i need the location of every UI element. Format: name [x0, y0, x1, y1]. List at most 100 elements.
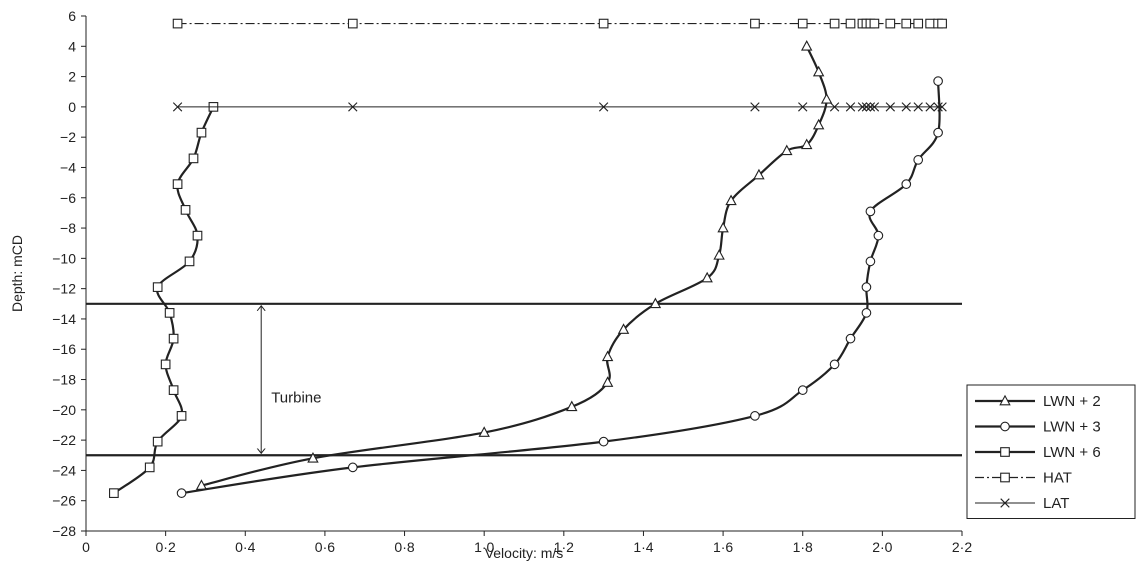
legend: LWN + 2 LWN + 3 LWN + 6 HAT LAT: [966, 384, 1136, 519]
data-point-triangle: [713, 249, 725, 260]
series-hat: [172, 18, 947, 29]
y-tick-label: −28: [52, 523, 76, 539]
x-tick-label: 0·8: [394, 539, 414, 555]
y-tick-label: −12: [52, 281, 76, 297]
data-point-square: [829, 18, 840, 29]
data-point-circle: [176, 488, 187, 498]
series-lwn-6: [109, 102, 219, 498]
data-point-cross: [857, 102, 868, 112]
data-point-square: [196, 127, 207, 138]
data-point-circle: [865, 206, 876, 217]
data-point-square: [192, 230, 203, 241]
data-point-square: [184, 256, 195, 267]
data-point-triangle: [800, 40, 813, 51]
series-lwn-3: [176, 76, 943, 498]
annotation-layer: Turbine: [261, 306, 322, 453]
data-point-triangle: [601, 376, 614, 387]
x-tick-label: 2·0: [872, 539, 892, 555]
legend-entry: LWN + 6: [975, 444, 1101, 461]
y-tick-label: −6: [60, 190, 76, 206]
data-point-square: [845, 18, 856, 29]
data-point-triangle: [820, 93, 833, 104]
data-point-circle: [933, 76, 943, 86]
data-point-circle: [829, 359, 840, 370]
data-point-circle: [901, 179, 912, 189]
legend-entry: LWN + 3: [975, 419, 1101, 436]
data-point-square: [901, 18, 912, 29]
data-point-cross: [865, 102, 876, 112]
data-point-cross: [172, 102, 183, 112]
y-tick-label: −14: [52, 311, 76, 327]
legend-label: HAT: [1043, 470, 1072, 487]
legend-label: LAT: [1043, 495, 1069, 512]
data-point-triangle: [781, 144, 793, 156]
y-tick-label: −24: [52, 462, 76, 478]
data-point-cross: [798, 102, 808, 112]
data-point-triangle: [753, 168, 765, 180]
data-point-square: [168, 385, 179, 395]
data-point-square: [144, 462, 155, 473]
y-tick-label: −22: [52, 432, 76, 448]
series-line: [181, 81, 941, 495]
turbine-label: Turbine: [271, 390, 321, 407]
data-point-cross: [937, 102, 947, 112]
data-point-circle: [913, 155, 924, 165]
data-point-square: [164, 308, 175, 318]
data-point-cross: [925, 102, 935, 112]
data-point-circle: [861, 282, 872, 292]
data-point-cross: [913, 102, 923, 112]
data-point-triangle: [617, 323, 630, 334]
legend-entry: LAT: [975, 495, 1069, 512]
data-point-square: [347, 18, 358, 29]
data-point-cross: [901, 102, 911, 112]
data-point-triangle: [800, 138, 813, 150]
data-point-circle: [865, 256, 876, 267]
series-lat: [172, 102, 947, 112]
data-point-square: [797, 18, 808, 29]
data-point-square: [1000, 447, 1010, 457]
y-tick-label: −8: [60, 220, 76, 236]
legend-label: LWN + 6: [1043, 444, 1101, 461]
data-point-square: [176, 411, 187, 421]
data-point-cross: [598, 102, 609, 112]
x-tick-label: 1·4: [633, 539, 653, 555]
y-tick-label: 4: [68, 38, 76, 54]
y-tick-label: −20: [52, 402, 76, 418]
data-point-triangle: [601, 350, 614, 362]
data-point-triangle: [725, 194, 737, 206]
data-point-square: [172, 179, 183, 189]
data-point-cross: [885, 102, 896, 112]
data-point-triangle: [566, 400, 578, 412]
data-point-circle: [861, 308, 872, 318]
data-point-square: [937, 18, 947, 29]
series-lwn-2: [195, 40, 833, 490]
y-axis-label: Depth: mCD: [9, 235, 25, 312]
data-point-cross: [750, 102, 760, 112]
x-tick-label: 0·4: [235, 539, 255, 555]
data-point-cross: [845, 102, 856, 112]
y-tick-label: −18: [52, 372, 76, 388]
data-point-circle: [873, 230, 884, 241]
data-point-triangle: [478, 426, 490, 437]
series-line: [113, 106, 215, 495]
data-point-triangle: [812, 118, 825, 130]
data-point-square: [160, 359, 171, 370]
data-point-square: [598, 18, 609, 29]
data-point-circle: [1000, 421, 1010, 432]
y-tick-label: −2: [60, 129, 76, 145]
data-point-triangle: [307, 452, 319, 463]
data-point-square: [885, 18, 896, 29]
series-line: [201, 45, 828, 487]
x-tick-label: 1·0: [474, 539, 494, 555]
data-point-square: [180, 205, 191, 215]
y-tick-label: −26: [52, 493, 76, 509]
data-point-circle: [750, 411, 760, 421]
data-point-triangle: [717, 221, 729, 233]
data-point-square: [168, 333, 179, 344]
y-tick-label: 6: [68, 8, 76, 24]
x-tick-label: 1·2: [554, 539, 574, 555]
data-point-triangle: [701, 271, 713, 283]
series-layer: [109, 18, 947, 498]
data-point-square: [152, 282, 163, 292]
